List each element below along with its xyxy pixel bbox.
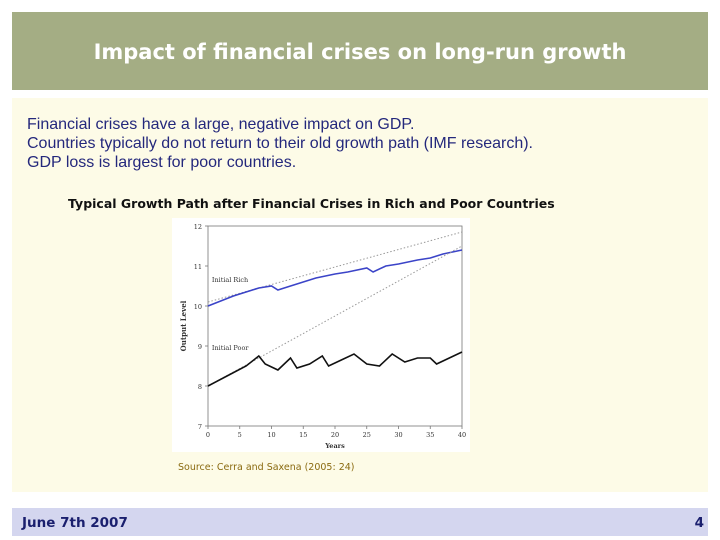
x-tick-label: 10 <box>267 431 275 439</box>
x-tick-label: 35 <box>426 431 434 439</box>
footer-date: June 7th 2007 <box>22 515 128 531</box>
page-number: 4 <box>694 515 704 531</box>
y-tick-label: 9 <box>198 343 202 351</box>
x-tick-label: 20 <box>331 431 339 439</box>
y-tick-label: 8 <box>198 383 202 391</box>
bullet-item: Countries typically do not return to the… <box>27 135 533 152</box>
x-tick-label: 0 <box>206 431 210 439</box>
content-panel: Financial crises have a large, negative … <box>12 98 708 492</box>
chart-source: Source: Cerra and Saxena (2005: 24) <box>178 462 355 473</box>
chart-panel: 7 8 9 10 11 12 0 5 10 15 20 25 30 35 40 Years Output Lev… <box>172 218 470 452</box>
series-line-poor-actual <box>207 351 463 387</box>
y-tick-label: 12 <box>194 223 202 231</box>
annotation-label: Initial Rich <box>212 276 248 284</box>
x-tick-label: 5 <box>238 431 242 439</box>
x-tick-label: 30 <box>394 431 402 439</box>
series-line-poor-trend <box>207 245 463 387</box>
y-tick-label: 11 <box>194 263 202 271</box>
plot-frame <box>207 225 463 427</box>
x-tick-label: 15 <box>299 431 307 439</box>
annotation-label: Initial Poor <box>212 344 249 352</box>
footer-bar: June 7th 2007 4 <box>12 508 708 536</box>
bullet-item: Financial crises have a large, negative … <box>27 116 415 133</box>
title-bar: Impact of financial crises on long-run g… <box>12 12 708 90</box>
x-tick-label: 25 <box>363 431 371 439</box>
series-line-rich-actual <box>207 249 463 307</box>
y-tick-label: 10 <box>194 303 202 311</box>
bullet-item: GDP loss is largest for poor countries. <box>27 154 297 171</box>
y-axis-label: Output Level <box>179 300 188 351</box>
growth-path-chart: 7 8 9 10 11 12 0 5 10 15 20 25 30 35 40 Years Output Lev… <box>179 223 466 450</box>
chart-title: Typical Growth Path after Financial Cris… <box>68 196 555 211</box>
y-tick-label: 7 <box>198 423 202 431</box>
slide-title: Impact of financial crises on long-run g… <box>93 40 627 64</box>
x-axis-label: Years <box>324 442 345 450</box>
x-tick-label: 40 <box>458 431 466 439</box>
bullet-list: Financial crises have a large, negative … <box>27 115 533 172</box>
